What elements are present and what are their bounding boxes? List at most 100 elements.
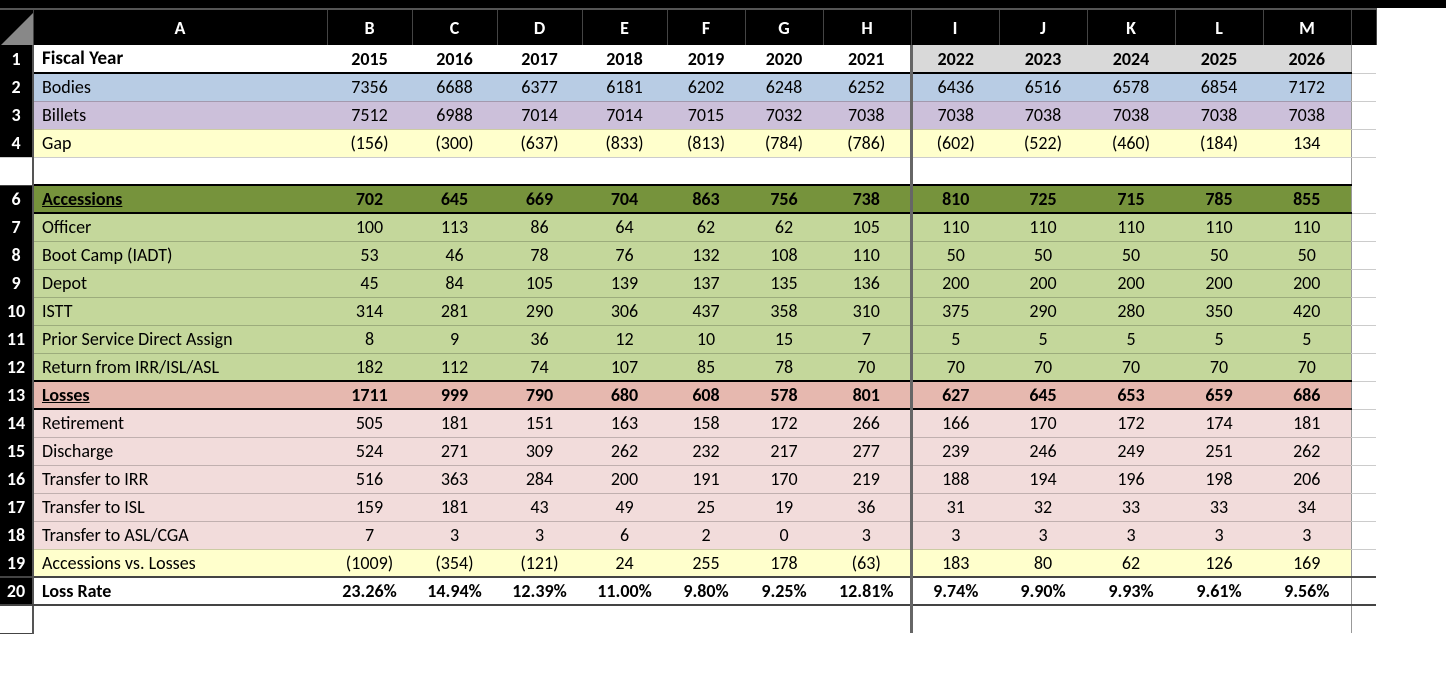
cell-gap-M[interactable]: 134 (1263, 129, 1351, 157)
cell-avl-L[interactable]: 126 (1175, 549, 1263, 577)
cell-blank1-I[interactable] (911, 157, 999, 185)
cell-ret_irr-B[interactable]: 182 (327, 353, 412, 381)
cell-disch-I[interactable]: 239 (911, 437, 999, 465)
cell-blank2-J[interactable] (999, 605, 1087, 633)
cell-t_isl-H[interactable]: 36 (823, 493, 911, 521)
select-all-corner[interactable] (0, 9, 33, 45)
cell-t_isl-I[interactable]: 31 (911, 493, 999, 521)
cell-fy-D[interactable]: 2017 (497, 45, 582, 73)
cell-psda-F[interactable]: 10 (667, 325, 745, 353)
cell-billets-G[interactable]: 7032 (745, 101, 823, 129)
cell-acc-L[interactable]: 785 (1175, 185, 1263, 213)
cell-t_isl-M[interactable]: 34 (1263, 493, 1351, 521)
cell-t_irr-L[interactable]: 198 (1175, 465, 1263, 493)
cell-fy-B[interactable]: 2015 (327, 45, 412, 73)
cell-billets-F[interactable]: 7015 (667, 101, 745, 129)
cell-ret_irr-J[interactable]: 70 (999, 353, 1087, 381)
cell-depot-K[interactable]: 200 (1087, 269, 1175, 297)
cell-bodies-D[interactable]: 6377 (497, 73, 582, 101)
cell-psda-H[interactable]: 7 (823, 325, 911, 353)
cell-t_asl-L[interactable]: 3 (1175, 521, 1263, 549)
row-header-2[interactable]: 2 (0, 73, 33, 101)
cell-label-retire[interactable]: Retirement (33, 409, 327, 437)
cell-t_isl-E[interactable]: 49 (582, 493, 667, 521)
cell-istt-C[interactable]: 281 (412, 297, 497, 325)
cell-gap-D[interactable]: (637) (497, 129, 582, 157)
cell-depot-E[interactable]: 139 (582, 269, 667, 297)
cell-ret_irr-L[interactable]: 70 (1175, 353, 1263, 381)
cell-label-t_asl[interactable]: Transfer to ASL/CGA (33, 521, 327, 549)
cell-fy-C[interactable]: 2016 (412, 45, 497, 73)
cell-retire-E[interactable]: 163 (582, 409, 667, 437)
cell-officer-J[interactable]: 110 (999, 213, 1087, 241)
cell-t_asl-D[interactable]: 3 (497, 521, 582, 549)
cell-avl-K[interactable]: 62 (1087, 549, 1175, 577)
cell-t_isl-C[interactable]: 181 (412, 493, 497, 521)
cell-t_asl-F[interactable]: 2 (667, 521, 745, 549)
cell-acc-F[interactable]: 863 (667, 185, 745, 213)
cell-psda-K[interactable]: 5 (1087, 325, 1175, 353)
cell-fy-K[interactable]: 2024 (1087, 45, 1175, 73)
cell-istt-M[interactable]: 420 (1263, 297, 1351, 325)
cell-label-depot[interactable]: Depot (33, 269, 327, 297)
row-header-3[interactable]: 3 (0, 101, 33, 129)
cell-boot-K[interactable]: 50 (1087, 241, 1175, 269)
cell-gap-F[interactable]: (813) (667, 129, 745, 157)
cell-lossrate-F[interactable]: 9.80% (667, 577, 745, 605)
cell-retire-C[interactable]: 181 (412, 409, 497, 437)
cell-officer-D[interactable]: 86 (497, 213, 582, 241)
col-header-C[interactable]: C (412, 9, 497, 45)
cell-billets-H[interactable]: 7038 (823, 101, 911, 129)
cell-psda-M[interactable]: 5 (1263, 325, 1351, 353)
cell-losses-D[interactable]: 790 (497, 381, 582, 409)
cell-ret_irr-D[interactable]: 74 (497, 353, 582, 381)
cell-t_irr-E[interactable]: 200 (582, 465, 667, 493)
cell-blank1-D[interactable] (497, 157, 582, 185)
cell-t_irr-J[interactable]: 194 (999, 465, 1087, 493)
cell-lossrate-L[interactable]: 9.61% (1175, 577, 1263, 605)
cell-t_irr-G[interactable]: 170 (745, 465, 823, 493)
cell-label-gap[interactable]: Gap (33, 129, 327, 157)
row-header-19[interactable]: 19 (0, 549, 33, 577)
row-header-4[interactable]: 4 (0, 129, 33, 157)
cell-losses-M[interactable]: 686 (1263, 381, 1351, 409)
row-header-5[interactable]: 5 (0, 157, 33, 185)
cell-depot-L[interactable]: 200 (1175, 269, 1263, 297)
row-header-7[interactable]: 7 (0, 213, 33, 241)
cell-acc-C[interactable]: 645 (412, 185, 497, 213)
cell-psda-L[interactable]: 5 (1175, 325, 1263, 353)
cell-istt-G[interactable]: 358 (745, 297, 823, 325)
cell-retire-G[interactable]: 172 (745, 409, 823, 437)
cell-retire-B[interactable]: 505 (327, 409, 412, 437)
cell-bodies-E[interactable]: 6181 (582, 73, 667, 101)
cell-blank2-C[interactable] (412, 605, 497, 633)
cell-avl-J[interactable]: 80 (999, 549, 1087, 577)
cell-lossrate-B[interactable]: 23.26% (327, 577, 412, 605)
cell-acc-M[interactable]: 855 (1263, 185, 1351, 213)
cell-billets-K[interactable]: 7038 (1087, 101, 1175, 129)
cell-officer-L[interactable]: 110 (1175, 213, 1263, 241)
cell-label-t_isl[interactable]: Transfer to ISL (33, 493, 327, 521)
cell-t_irr-H[interactable]: 219 (823, 465, 911, 493)
cell-depot-H[interactable]: 136 (823, 269, 911, 297)
cell-ret_irr-E[interactable]: 107 (582, 353, 667, 381)
cell-bodies-C[interactable]: 6688 (412, 73, 497, 101)
cell-ret_irr-C[interactable]: 112 (412, 353, 497, 381)
cell-disch-M[interactable]: 262 (1263, 437, 1351, 465)
cell-ret_irr-I[interactable]: 70 (911, 353, 999, 381)
cell-label-acc[interactable]: Accessions (33, 185, 327, 213)
cell-t_isl-K[interactable]: 33 (1087, 493, 1175, 521)
cell-acc-H[interactable]: 738 (823, 185, 911, 213)
cell-label-avl[interactable]: Accessions vs. Losses (33, 549, 327, 577)
cell-depot-M[interactable]: 200 (1263, 269, 1351, 297)
cell-boot-E[interactable]: 76 (582, 241, 667, 269)
cell-gap-B[interactable]: (156) (327, 129, 412, 157)
cell-depot-F[interactable]: 137 (667, 269, 745, 297)
col-header-A[interactable]: A (33, 9, 327, 45)
cell-blank2-I[interactable] (911, 605, 999, 633)
cell-fy-M[interactable]: 2026 (1263, 45, 1351, 73)
cell-lossrate-J[interactable]: 9.90% (999, 577, 1087, 605)
cell-istt-L[interactable]: 350 (1175, 297, 1263, 325)
cell-t_asl-C[interactable]: 3 (412, 521, 497, 549)
row-header-8[interactable]: 8 (0, 241, 33, 269)
